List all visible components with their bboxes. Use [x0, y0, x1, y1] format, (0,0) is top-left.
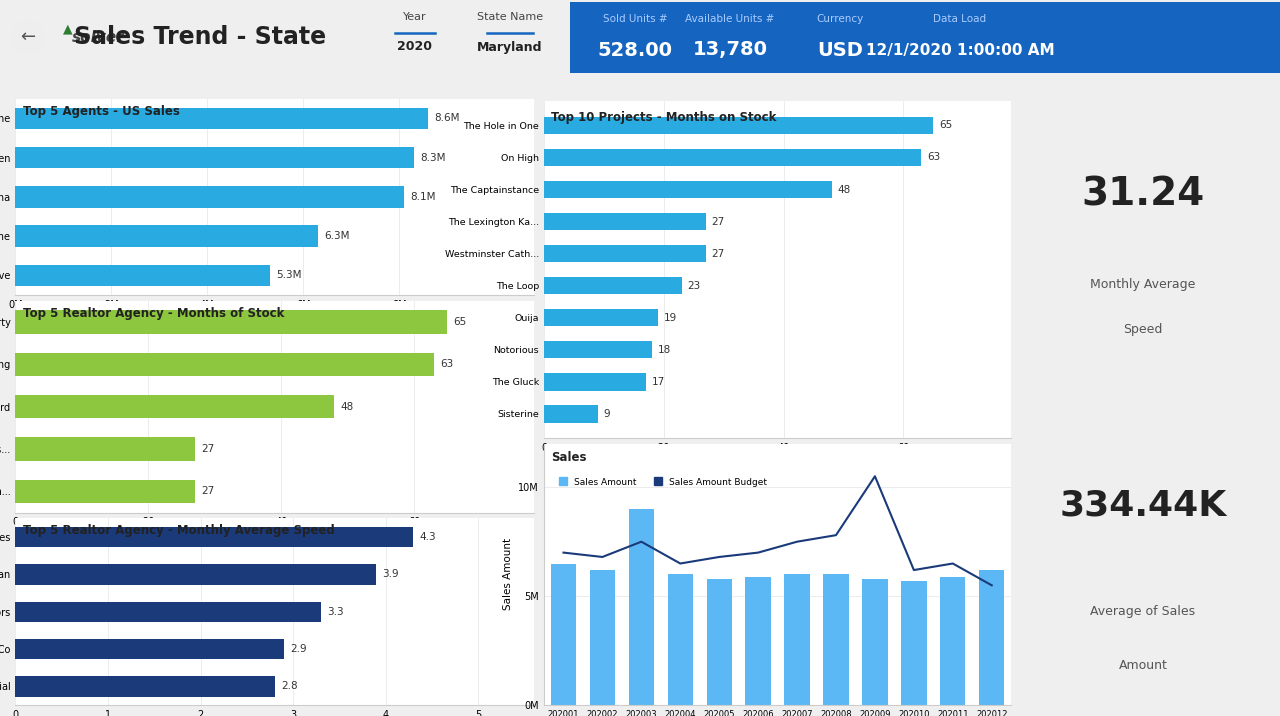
Bar: [544, 245, 705, 262]
Text: Top 10 Projects - Months on Stock: Top 10 Projects - Months on Stock: [550, 112, 777, 125]
Bar: [15, 639, 284, 659]
Text: Monthly Average: Monthly Average: [1091, 278, 1196, 291]
Bar: [15, 527, 413, 547]
Text: 2020: 2020: [398, 41, 433, 54]
Bar: [940, 576, 965, 705]
Bar: [544, 277, 682, 294]
Bar: [590, 570, 616, 705]
Text: 27: 27: [712, 216, 724, 226]
Text: Available Units #: Available Units #: [685, 14, 774, 24]
Bar: [544, 341, 652, 359]
Text: State Name: State Name: [477, 12, 543, 22]
Text: 4.3: 4.3: [420, 532, 436, 542]
Text: Currency: Currency: [817, 14, 864, 24]
Bar: [863, 579, 887, 705]
Text: Top 5 Realtor Agency - Months of Stock: Top 5 Realtor Agency - Months of Stock: [23, 307, 284, 320]
Bar: [15, 676, 275, 697]
Text: 27: 27: [201, 444, 214, 454]
Bar: [544, 213, 705, 231]
Text: Top 5 Realtor Agency - Monthly Average Speed: Top 5 Realtor Agency - Monthly Average S…: [23, 524, 335, 537]
Bar: [15, 310, 448, 334]
Text: 27: 27: [201, 486, 214, 496]
Text: 2.8: 2.8: [280, 682, 297, 692]
Text: 23: 23: [687, 281, 700, 291]
Bar: [544, 149, 922, 166]
Bar: [544, 373, 646, 390]
Bar: [544, 309, 658, 326]
Text: 27: 27: [712, 248, 724, 258]
Text: ▲: ▲: [63, 22, 73, 36]
Bar: [15, 264, 270, 286]
Text: Amount: Amount: [1119, 659, 1167, 672]
Bar: [745, 576, 771, 705]
Text: 63: 63: [927, 153, 941, 163]
Text: 8.6M: 8.6M: [434, 113, 460, 123]
Text: 17: 17: [652, 377, 664, 387]
Bar: [901, 581, 927, 705]
Text: Speed: Speed: [1124, 323, 1162, 336]
Text: 334.44K: 334.44K: [1060, 488, 1226, 522]
Bar: [544, 405, 598, 422]
Text: 48: 48: [837, 185, 850, 195]
Text: 65: 65: [940, 120, 952, 130]
Bar: [15, 601, 321, 622]
Bar: [785, 574, 810, 705]
Text: 18: 18: [658, 344, 671, 354]
Text: 5.3M: 5.3M: [276, 271, 302, 280]
Y-axis label: Sales Amount: Sales Amount: [503, 538, 513, 611]
Text: 3.3: 3.3: [328, 606, 344, 616]
Text: Sold Units #: Sold Units #: [603, 14, 667, 24]
Bar: [979, 570, 1005, 705]
Bar: [15, 186, 404, 208]
Text: 19: 19: [663, 313, 677, 323]
Text: Data Load: Data Load: [933, 14, 987, 24]
Text: Average of Sales: Average of Sales: [1091, 605, 1196, 619]
Bar: [15, 226, 317, 247]
Text: 65: 65: [453, 317, 467, 327]
Text: 8.1M: 8.1M: [411, 192, 436, 202]
Text: 528.00: 528.00: [598, 41, 672, 59]
Text: 2.9: 2.9: [291, 644, 307, 654]
Bar: [668, 574, 692, 705]
Bar: [15, 353, 434, 376]
Text: 3.9: 3.9: [383, 569, 399, 579]
Text: 8.3M: 8.3M: [420, 153, 445, 163]
Circle shape: [12, 21, 44, 53]
Bar: [15, 437, 195, 460]
Bar: [628, 509, 654, 705]
Text: Sales: Sales: [550, 451, 586, 465]
Bar: [15, 395, 334, 418]
Text: 13,780: 13,780: [692, 41, 768, 59]
Text: ←: ←: [20, 28, 36, 46]
Bar: [544, 117, 933, 135]
Text: Top 5 Agents - US Sales: Top 5 Agents - US Sales: [23, 105, 180, 117]
Bar: [550, 563, 576, 705]
Text: Year: Year: [403, 12, 426, 22]
Text: 12/1/2020 1:00:00 AM: 12/1/2020 1:00:00 AM: [865, 42, 1055, 57]
Bar: [570, 2, 1280, 73]
Text: 31.24: 31.24: [1082, 175, 1204, 213]
Bar: [15, 147, 413, 168]
Text: 9: 9: [603, 409, 611, 419]
Text: USD: USD: [817, 41, 863, 59]
Legend: Sales Amount, Sales Amount Budget: Sales Amount, Sales Amount Budget: [556, 474, 771, 490]
Text: Maryland: Maryland: [477, 41, 543, 54]
Bar: [823, 574, 849, 705]
Text: 48: 48: [340, 402, 353, 412]
Bar: [707, 579, 732, 705]
Text: solver: solver: [72, 29, 124, 44]
Bar: [15, 564, 376, 585]
Bar: [544, 180, 832, 198]
Text: Sales Trend - State: Sales Trend - State: [74, 25, 326, 49]
Bar: [15, 480, 195, 503]
Bar: [15, 107, 428, 129]
Text: 6.3M: 6.3M: [324, 231, 349, 241]
Text: 63: 63: [440, 359, 453, 369]
